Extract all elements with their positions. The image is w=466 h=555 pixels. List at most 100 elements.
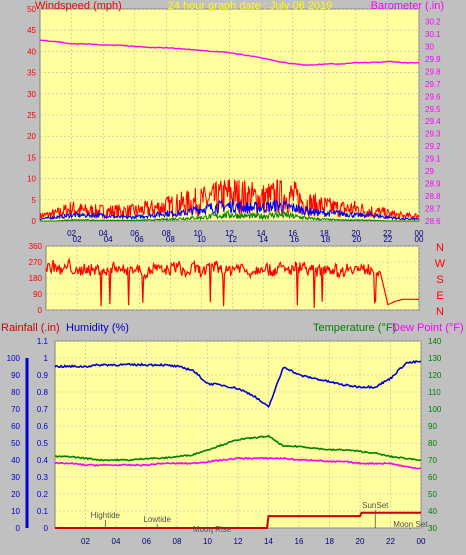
temp-x-tick-label: 02 [81, 537, 90, 546]
humidity-line [54, 360, 422, 409]
direction-x-tick-label: 04 [104, 235, 113, 244]
wind-x-tick-label: 14 [257, 229, 266, 238]
temperature-axis-label: Temperature (°F) [313, 322, 396, 334]
direction-y-tick-label: 360 [29, 242, 43, 251]
temp-x-tick-label: 20 [356, 537, 365, 546]
temp-series [54, 360, 422, 529]
barometer-y-tick-label: 29.3 [425, 130, 441, 139]
humidity-y-tick-label: 0 [16, 524, 21, 533]
direction-x-ticks: 02 04 06 08 10 12 14 16 18 20 22 00 [73, 235, 424, 244]
direction-x-tick-label: 12 [228, 235, 237, 244]
wind-x-tick-label: 06 [130, 229, 139, 238]
humidity-y-tick-label: 30 [11, 473, 20, 482]
barometer-y-tick-label: 30 [425, 42, 434, 51]
wind-y-tick-label: 15 [27, 153, 36, 162]
rainfall-y-tick-label: 1 [44, 354, 49, 363]
wind-grid [40, 8, 420, 222]
direction-x-tick-label: 14 [259, 235, 268, 244]
barometer-axis-label: Barometer (.in) [371, 0, 444, 12]
wind-y-tick-label: 50 [27, 5, 36, 14]
direction-x-tick-label: 18 [321, 235, 330, 244]
wind-series [39, 39, 420, 222]
compass-label: E [436, 290, 443, 302]
barometer-y-tick-label: 29.6 [425, 92, 441, 101]
rainfall-line [55, 511, 421, 529]
humidity-y-tick-label: 50 [11, 439, 20, 448]
wind-x-ticks: 02 04 06 08 10 12 14 16 18 20 22 00 [67, 229, 424, 238]
dewpoint-axis-label: Dew Point (°F) [392, 322, 464, 334]
barometer-y-tick-label: 29.8 [425, 67, 441, 76]
rainfall-y-tick-label: 0.9 [37, 371, 49, 380]
windspeed-axis-label: Windspeed (mph) [35, 0, 122, 12]
wind-direction-line [45, 256, 419, 309]
barometer-y-tick-label: 28.8 [425, 192, 441, 201]
direction-x-tick-label: 22 [383, 235, 392, 244]
humidity-y-tick-label: 80 [11, 388, 20, 397]
rainfall-axis-label: Rainfall (.in) [1, 322, 60, 334]
direction-series [45, 256, 419, 309]
rainfall-y-tick-label: 0 [44, 524, 49, 533]
direction-y-tick-label: 0 [38, 306, 43, 315]
barometer-y-tick-label: 28.9 [425, 180, 441, 189]
barometer-y-tick-label: 29.9 [425, 55, 441, 64]
barometer-y-tick-label: 28.6 [425, 217, 441, 226]
wind-y-tick-label: 0 [32, 217, 37, 226]
wind-y-tick-label: 30 [27, 90, 36, 99]
direction-x-tick-label: 06 [135, 235, 144, 244]
wind-y-tick-label: 20 [27, 132, 36, 141]
temperature-y-tick-label: 50 [428, 490, 437, 499]
rainfall-y-tick-label: 0.2 [37, 490, 49, 499]
direction-y-tick-label: 180 [29, 274, 43, 283]
wind-x-tick-label: 08 [162, 229, 171, 238]
barometer-y-tick-label: 30.1 [425, 30, 441, 39]
wind-x-tick-label: 04 [99, 229, 108, 238]
barometer-y-tick-label: 29.7 [425, 80, 441, 89]
chart-title: 24 hour graph date : July 06 2019 [168, 0, 333, 12]
temp-x-tick-label: 00 [417, 537, 426, 546]
temp-x-tick-label: 08 [173, 537, 182, 546]
wind-y-tick-label: 25 [27, 111, 36, 120]
compass-label: S [436, 274, 443, 286]
humidity-y-tick-label: 60 [11, 422, 20, 431]
dewpoint-line [54, 456, 422, 470]
wind-y-tick-label: 35 [27, 69, 36, 78]
rainfall-y-tick-label: 0.4 [37, 456, 49, 465]
wind-x-tick-label: 18 [320, 229, 329, 238]
temp-x-ticks: 02 04 06 08 10 12 14 16 18 20 22 00 [81, 537, 426, 546]
temperature-y-tick-label: 70 [428, 456, 437, 465]
temperature-y-tick-label: 120 [428, 371, 442, 380]
barometer-y-tick-label: 29.1 [425, 155, 441, 164]
direction-y-tick-label: 270 [29, 258, 43, 267]
annotation-label: Moon Set [393, 520, 428, 529]
wind-x-tick-label: 22 [383, 229, 392, 238]
annotation-label: Hightide [91, 511, 121, 520]
temperature-y-tick-label: 40 [428, 507, 437, 516]
humidity-y-tick-label: 10 [11, 507, 20, 516]
humidity-y-tick-label: 20 [11, 490, 20, 499]
compass-label: N [436, 242, 444, 254]
annotation-label: Moon Rise [193, 525, 232, 534]
barometer-y-tick-label: 29.2 [425, 142, 441, 151]
barometer-y-tick-label: 29.4 [425, 117, 441, 126]
direction-x-tick-label: 00 [415, 235, 424, 244]
temperature-line [55, 434, 422, 462]
rainfall-y-tick-label: 0.1 [37, 507, 49, 516]
temp-x-tick-label: 12 [234, 537, 243, 546]
temperature-y-tick-label: 130 [428, 354, 442, 363]
rainfall-y-tick-label: 0.7 [37, 405, 49, 414]
direction-x-tick-label: 10 [197, 235, 206, 244]
temperature-y-tick-label: 90 [428, 422, 437, 431]
direction-y-tick-label: 90 [33, 290, 42, 299]
barometer-y-tick-label: 28.7 [425, 205, 441, 214]
temp-x-tick-label: 16 [295, 537, 304, 546]
temp-x-tick-label: 04 [112, 537, 121, 546]
temp-x-tick-label: 10 [203, 537, 212, 546]
humidity-y-tick-label: 40 [11, 456, 20, 465]
temperature-y-ticks: 30 40 50 60 70 80 90 100 110 120 130 140 [428, 337, 442, 533]
windspeed-low-line [40, 210, 419, 222]
wind-y-tick-label: 45 [27, 26, 36, 35]
temperature-y-tick-label: 80 [428, 439, 437, 448]
wind-y-tick-label: 5 [32, 196, 37, 205]
